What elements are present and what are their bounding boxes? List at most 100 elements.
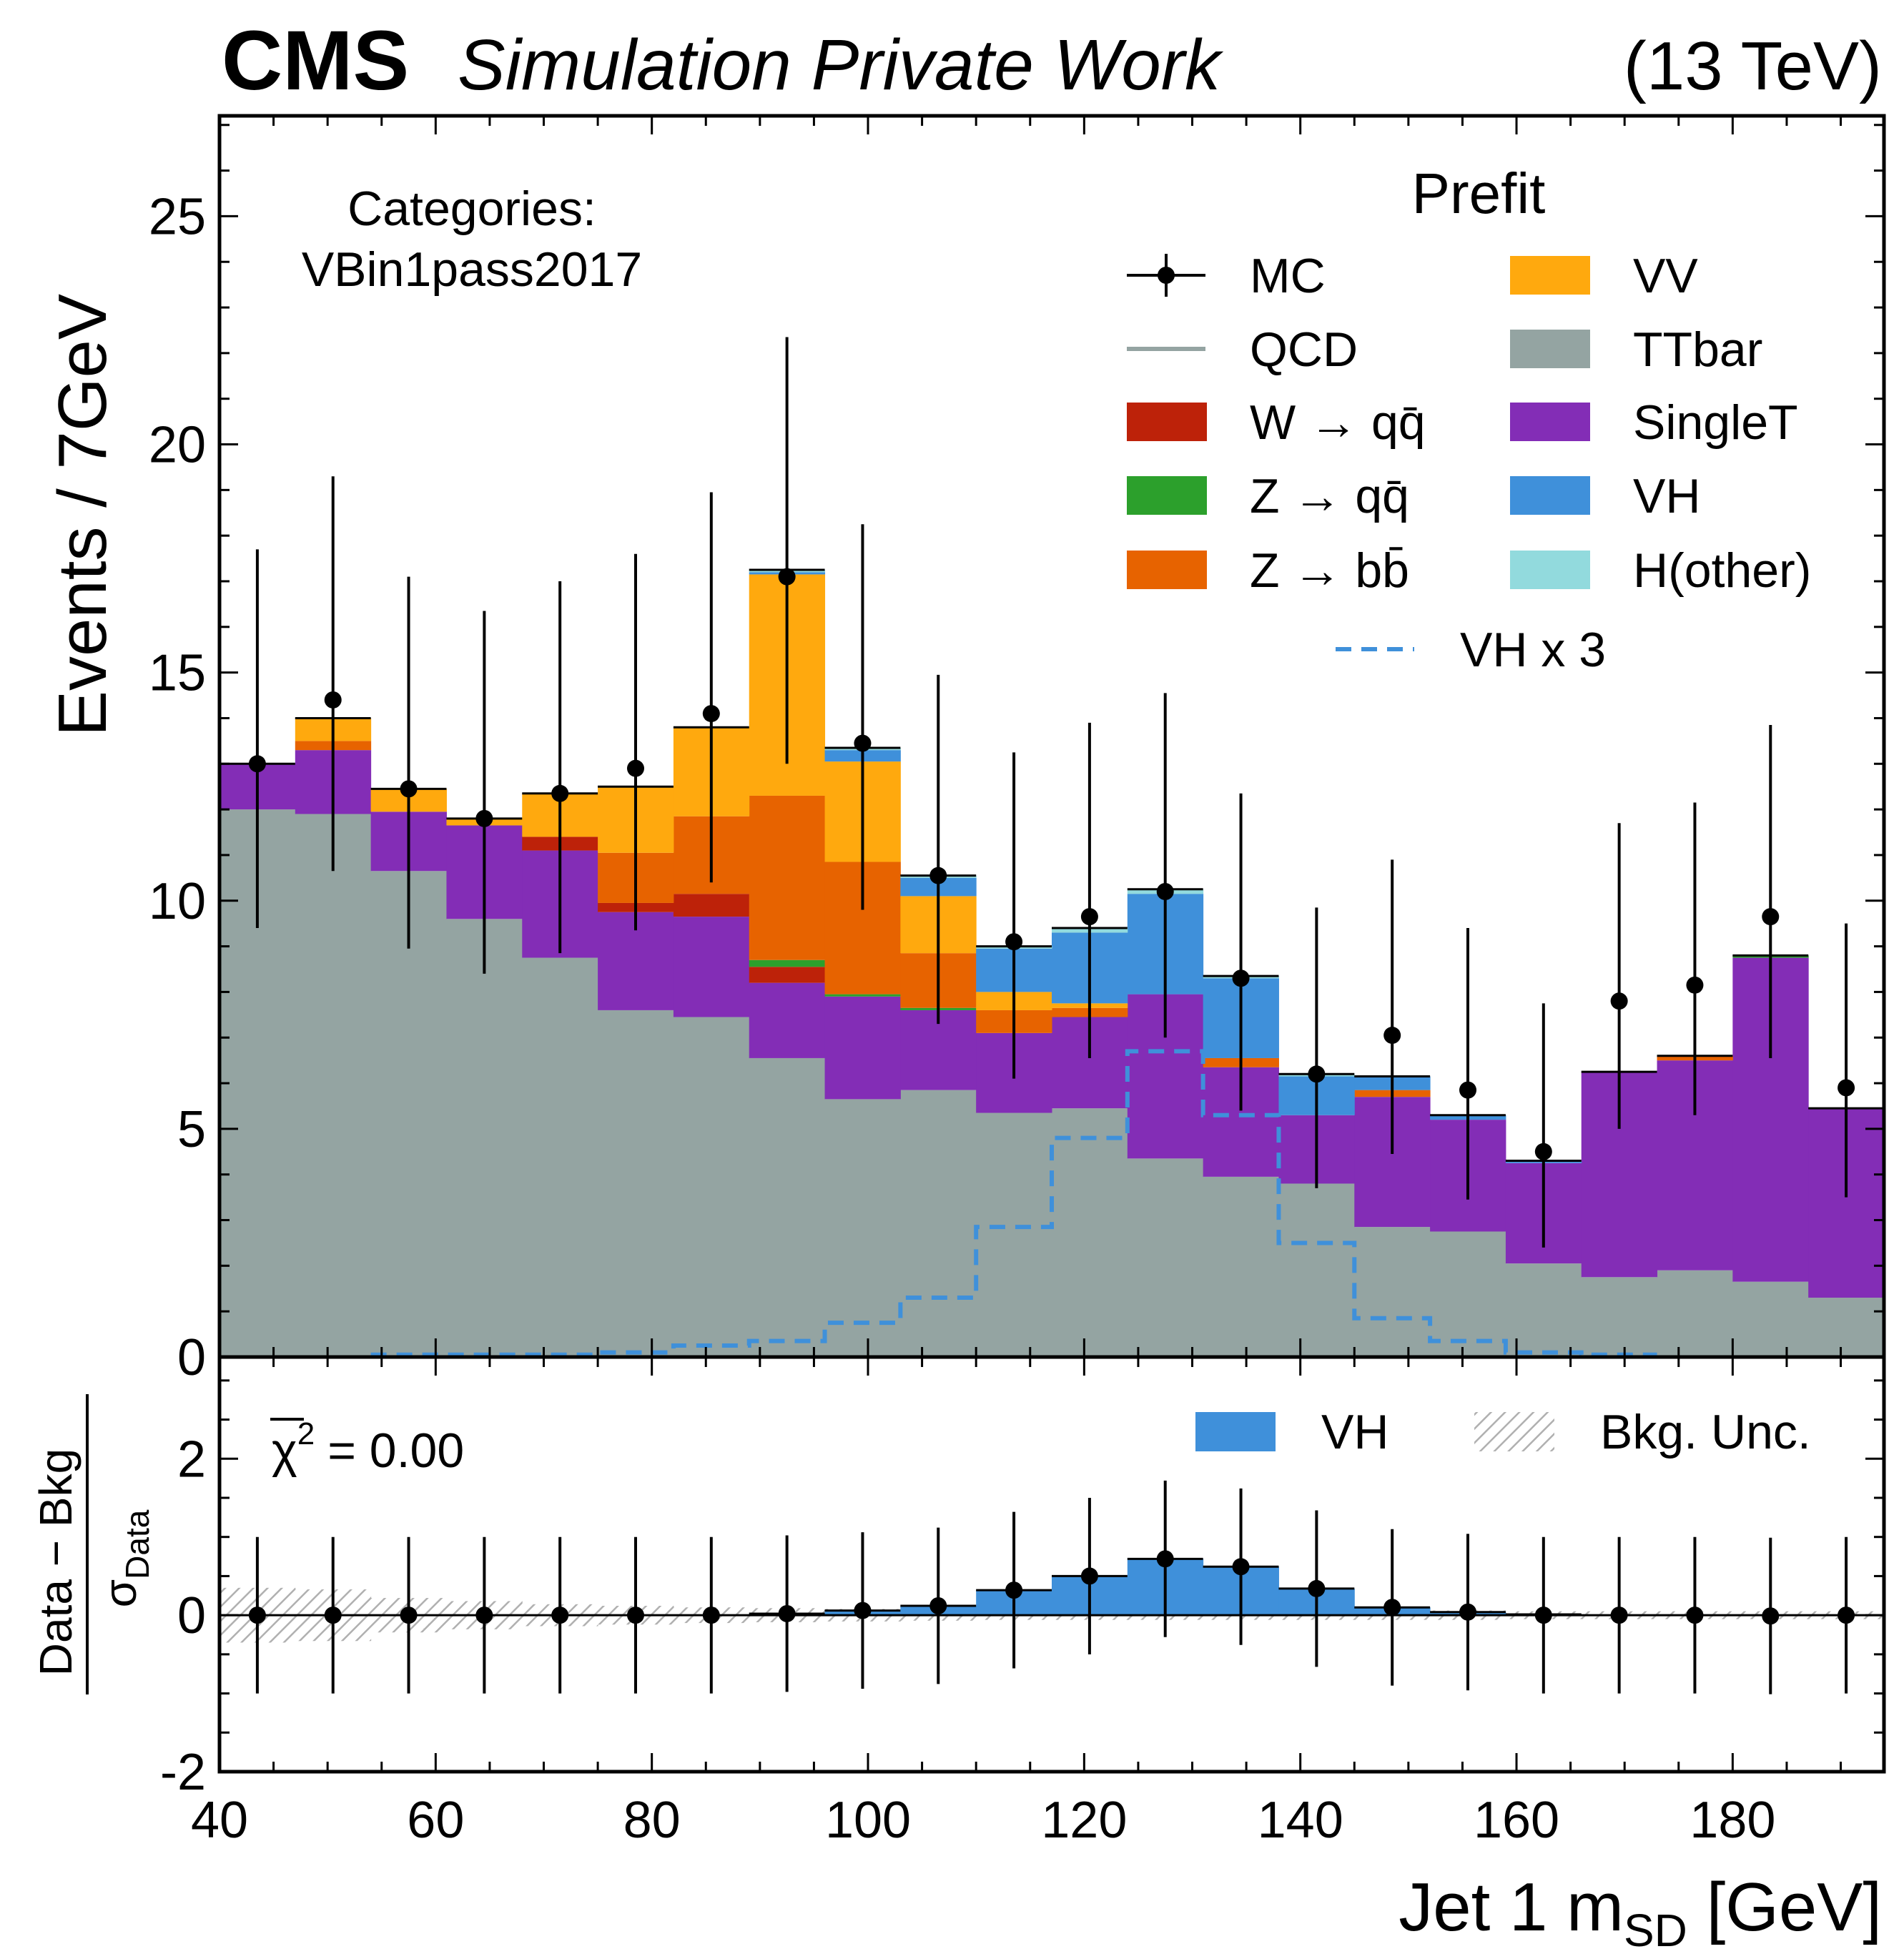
ytick-ratio-label--2: -2 [160, 1744, 206, 1801]
ratio-point-12 [1156, 1550, 1174, 1568]
bar-ttbar-7 [749, 1057, 826, 1357]
bar-zbb-7 [749, 795, 826, 960]
ratio-point-10 [1005, 1581, 1023, 1599]
legend-swatch-zqq [1127, 476, 1207, 515]
bar-ttbar-3 [446, 919, 523, 1357]
bar-ttbar-14 [1278, 1183, 1355, 1357]
ratio-ylabel-sigma: σ [94, 1579, 146, 1608]
xtick-label-160: 160 [1474, 1792, 1559, 1849]
bar-ttbar-10 [976, 1112, 1052, 1357]
ratio-point-18 [1610, 1607, 1628, 1624]
ratio-point-7 [778, 1604, 796, 1622]
legend-label-vh: VH [1633, 469, 1700, 523]
mc-points [248, 337, 1855, 1248]
legend-label-zbb: Z → bb̄ [1250, 543, 1409, 598]
chi2-symbol: χ [272, 1423, 297, 1478]
ratio-point-11 [1080, 1567, 1098, 1585]
legend-label-vhx3: VH x 3 [1460, 623, 1606, 677]
bar-ttbar-1 [295, 814, 372, 1357]
mc-point-6 [702, 705, 720, 723]
bar-ttbar-5 [598, 1010, 674, 1357]
ytick-main-label-20: 20 [149, 417, 206, 474]
ratio-point-9 [929, 1597, 947, 1614]
bar-ttbar-16 [1430, 1231, 1506, 1357]
legend-label-vv: VV [1633, 249, 1698, 303]
mc-point-13 [1232, 969, 1250, 987]
xtick-label-140: 140 [1258, 1792, 1343, 1849]
ratio-point-20 [1762, 1607, 1780, 1625]
bar-ttbar-2 [370, 871, 447, 1357]
mc-point-16 [1459, 1081, 1476, 1099]
ratio-point-21 [1838, 1607, 1855, 1624]
bar-ttbar-8 [824, 1099, 901, 1357]
legend-swatch-vh [1510, 476, 1590, 515]
mc-point-18 [1610, 992, 1628, 1010]
bar-ttbar-19 [1657, 1270, 1733, 1357]
legend-label-qcd: QCD [1250, 322, 1358, 377]
ytick-main-label-5: 5 [177, 1101, 206, 1158]
x-axis-label-suffix: [GeV] [1687, 1869, 1882, 1945]
xtick-label-100: 100 [825, 1792, 911, 1849]
bar-singlet-8 [824, 996, 901, 1100]
mc-point-15 [1383, 1027, 1401, 1045]
y-axis-label-main: Events / 7GeV [44, 294, 121, 736]
bar-ttbar-18 [1581, 1277, 1658, 1357]
mc-point-3 [475, 809, 493, 827]
ratio-legend-vh-label: VH [1321, 1405, 1388, 1459]
mc-point-21 [1838, 1079, 1855, 1097]
category-line2: VBin1pass2017 [302, 242, 642, 297]
ratio-point-6 [702, 1607, 720, 1624]
bar-ttbar-9 [900, 1090, 977, 1357]
ratio-point-16 [1459, 1603, 1476, 1621]
mc-point-1 [324, 691, 342, 709]
y-axis-label-ratio: Data − Bkg σData [30, 1394, 156, 1694]
legend-title: Prefit [1412, 162, 1546, 225]
chi2-sup: 2 [297, 1416, 315, 1451]
ratio-point-1 [324, 1607, 342, 1624]
ratio-point-2 [400, 1607, 418, 1624]
bar-wqq-7 [749, 967, 826, 983]
ytick-main-label-15: 15 [149, 645, 206, 702]
mc-point-10 [1005, 933, 1023, 951]
ytick-main-label-25: 25 [149, 188, 206, 245]
ratio-legend-unc-swatch [1474, 1412, 1554, 1451]
legend-swatch-hother [1510, 551, 1590, 589]
vh-x3-step [370, 1049, 1657, 1357]
xtick-label-80: 80 [623, 1792, 681, 1849]
legend-swatch-vv [1510, 256, 1590, 295]
xtick-label-180: 180 [1690, 1792, 1775, 1849]
axis-tick-labels: 40 60 80 100 120 140 160 180 0 5 10 15 20 25 -2 0 2 [149, 188, 1776, 1849]
ratio-point-0 [248, 1607, 266, 1624]
ratio-legend-vh-swatch [1195, 1412, 1276, 1451]
ratio-point-3 [475, 1607, 493, 1624]
xtick-label-60: 60 [407, 1792, 464, 1849]
mc-point-14 [1308, 1065, 1326, 1083]
mc-point-12 [1156, 883, 1174, 900]
ratio-point-4 [551, 1607, 569, 1624]
ratio-point-17 [1534, 1607, 1552, 1624]
legend-swatch-ttbar [1510, 330, 1590, 368]
bar-wqq-6 [673, 894, 750, 917]
mc-point-7 [778, 568, 796, 586]
mc-point-0 [248, 755, 266, 773]
bar-zqq-7 [749, 959, 826, 967]
bar-singlet-6 [673, 917, 750, 1017]
mc-point-2 [400, 780, 418, 798]
ratio-point-8 [854, 1602, 872, 1619]
ytick-ratio-label-0: 0 [177, 1587, 206, 1644]
bar-ttbar-21 [1808, 1298, 1884, 1357]
legend-label-mc: MC [1250, 249, 1326, 303]
mc-point-4 [551, 784, 569, 802]
bar-ttbar-6 [673, 1017, 750, 1357]
vh-x3-line [370, 1049, 1657, 1357]
legend-label-ttbar: TTbar [1633, 322, 1762, 377]
bar-ttbar-20 [1732, 1281, 1809, 1357]
category-line1: Categories: [347, 182, 596, 236]
legend-swatch-zbb [1127, 551, 1207, 589]
mc-point-5 [627, 759, 644, 777]
bar-ttbar-17 [1505, 1263, 1582, 1357]
ratio-frame [217, 1355, 1886, 1774]
ratio-point-5 [627, 1607, 644, 1624]
x-axis-label: Jet 1 mSD [GeV] [1399, 1869, 1882, 1956]
